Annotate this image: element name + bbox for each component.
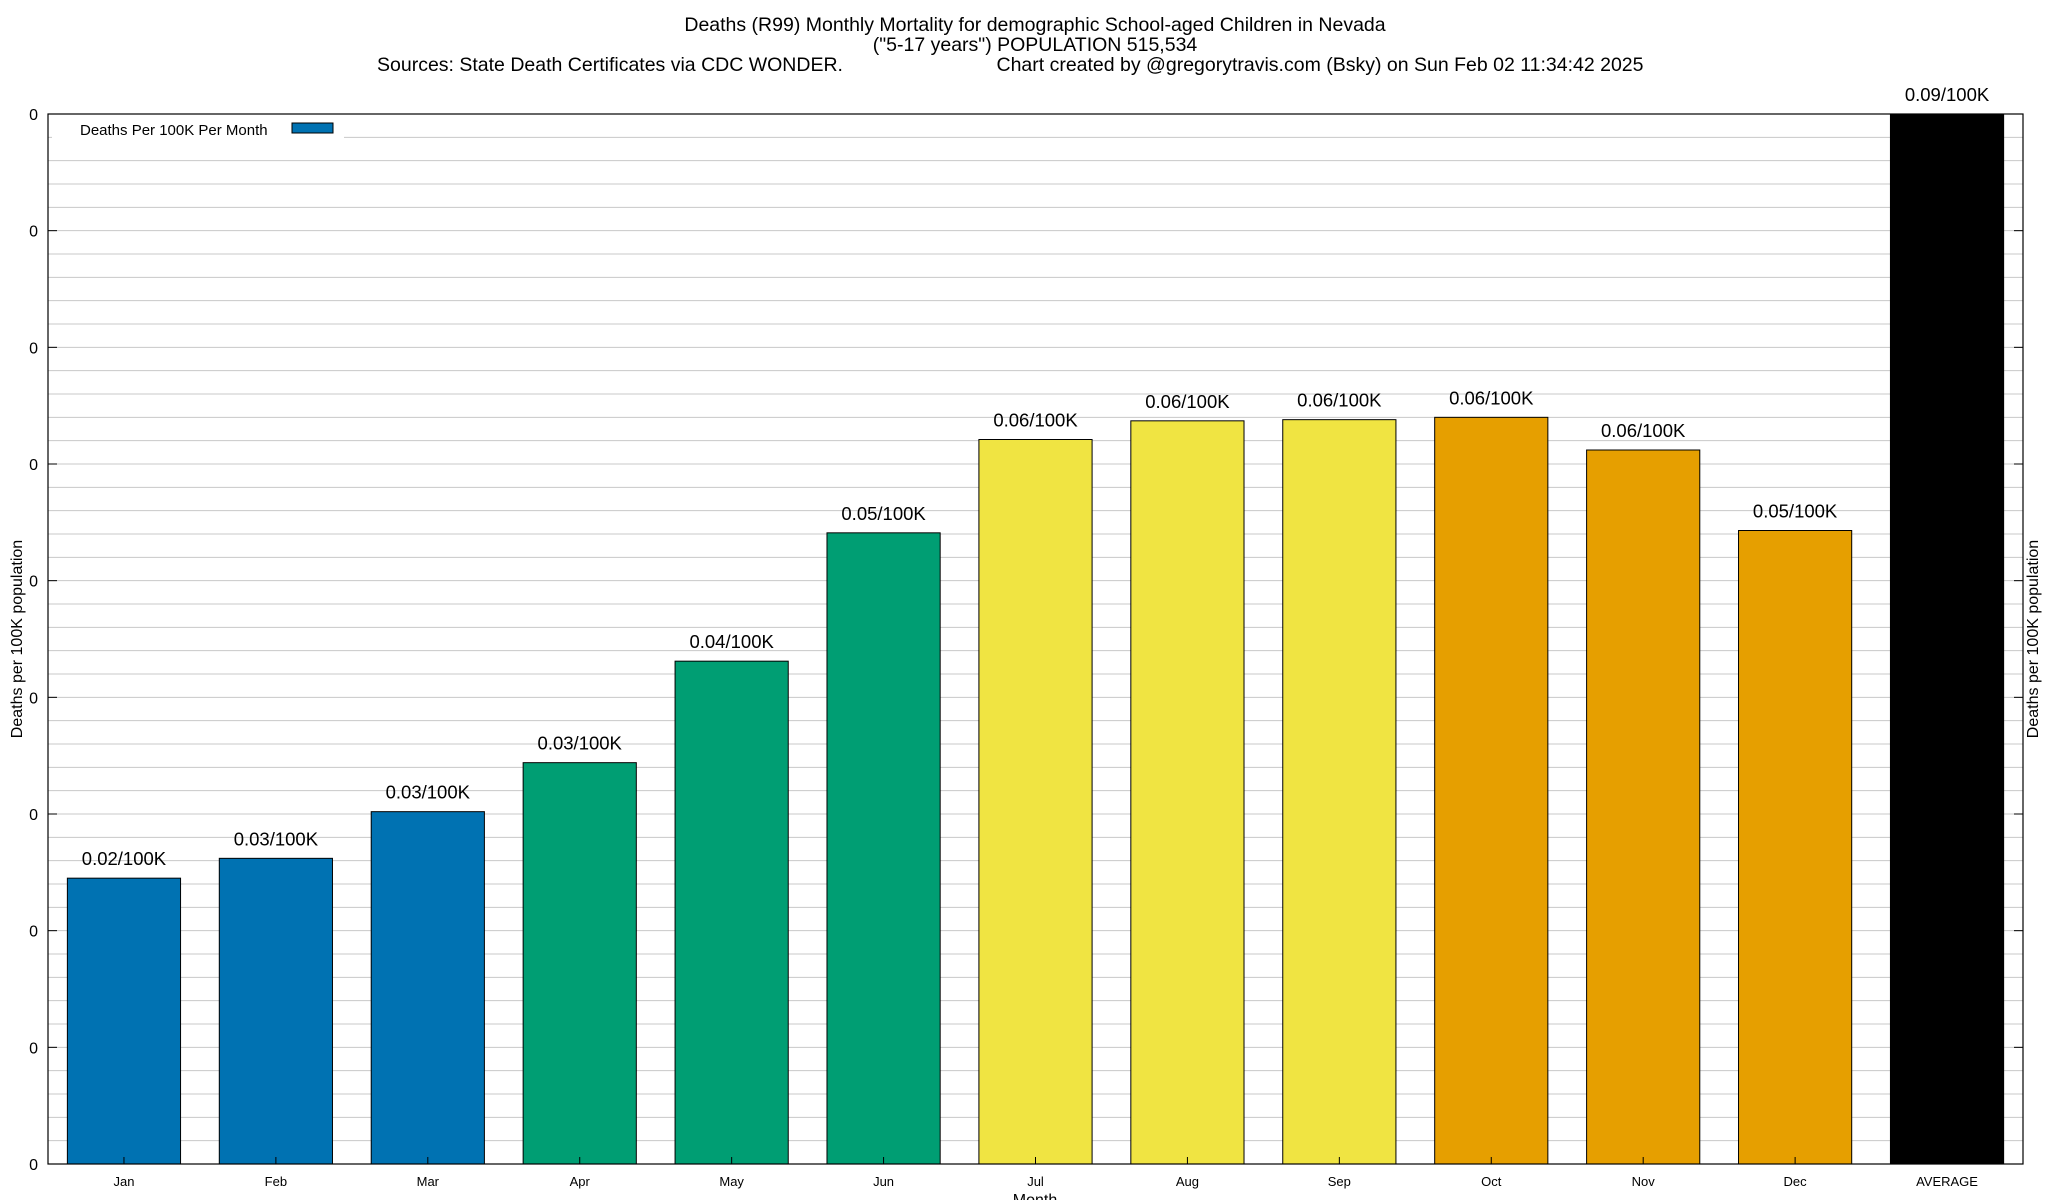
x-tick-label-oct: Oct xyxy=(1481,1174,1502,1189)
y-tick-label: 0 xyxy=(29,224,38,241)
y-tick-label: 0 xyxy=(29,807,38,824)
data-labels: 0.02/100K 0.03/100K 0.03/100K 0.03/100K 0.04… xyxy=(82,84,1990,869)
x-tick-label-aug: Aug xyxy=(1176,1174,1199,1189)
bar-mar xyxy=(370,811,485,1165)
x-axis-label: Month xyxy=(1013,1192,1057,1200)
y-tick-label: 0 xyxy=(29,1157,38,1174)
x-tick-label-jul: Jul xyxy=(1027,1174,1044,1189)
bar-dec xyxy=(1738,530,1853,1165)
x-tick-label-nov: Nov xyxy=(1632,1174,1656,1189)
bar-aug xyxy=(1130,420,1245,1165)
bar-jun xyxy=(826,532,941,1165)
chart-subtitle: ("5-17 years") POPULATION 515,534 xyxy=(873,34,1198,56)
data-label-jun: 0.05/100K xyxy=(841,503,926,524)
chart-credit: Chart created by @gregorytravis.com (Bsk… xyxy=(996,54,1643,76)
chart-title: Deaths (R99) Monthly Mortality for demog… xyxy=(684,14,1385,36)
x-tick-label-dec: Dec xyxy=(1784,1174,1808,1189)
y-tick-label: 0 xyxy=(29,1040,38,1057)
bar-may xyxy=(674,660,789,1165)
y-tick-label: 0 xyxy=(29,574,38,591)
x-tick-label-average: AVERAGE xyxy=(1916,1174,1978,1189)
x-tick-label-feb: Feb xyxy=(265,1174,287,1189)
bar-nov xyxy=(1586,449,1701,1165)
x-tick-label-apr: Apr xyxy=(570,1174,591,1189)
x-tick-label-may: May xyxy=(719,1174,744,1189)
bar-sep xyxy=(1282,419,1397,1165)
chart-sources: Sources: State Death Certificates via CD… xyxy=(377,54,843,76)
y-axis-ticks: 0 0 0 0 0 0 0 0 0 0 xyxy=(29,107,2023,1174)
data-label-jan: 0.02/100K xyxy=(82,848,167,869)
data-label-apr: 0.03/100K xyxy=(538,733,623,754)
legend: Deaths Per 100K Per Month xyxy=(52,116,344,144)
x-tick-label-jun: Jun xyxy=(873,1174,894,1189)
legend-label: Deaths Per 100K Per Month xyxy=(80,122,268,139)
x-tick-label-jan: Jan xyxy=(113,1174,134,1189)
bar-oct xyxy=(1434,416,1549,1165)
data-label-dec: 0.05/100K xyxy=(1753,501,1838,522)
x-tick-label-sep: Sep xyxy=(1328,1174,1351,1189)
bar-apr xyxy=(522,762,637,1165)
y-axis-label-left: Deaths per 100K population xyxy=(9,540,26,738)
bars xyxy=(66,113,2005,1165)
y-tick-label: 0 xyxy=(29,340,38,357)
bar-average xyxy=(1889,113,2005,1165)
data-label-aug: 0.06/100K xyxy=(1145,391,1230,412)
bar-jul xyxy=(978,439,1093,1165)
x-axis-labels: Jan Feb Mar Apr May Jun Jul Aug Sep Oct Nov Dec AVER… xyxy=(113,1157,1978,1189)
y-tick-label: 0 xyxy=(29,457,38,474)
y-tick-label: 0 xyxy=(29,924,38,941)
y-tick-label: 0 xyxy=(29,107,38,124)
data-label-oct: 0.06/100K xyxy=(1449,387,1534,408)
x-tick-label-mar: Mar xyxy=(417,1174,440,1189)
y-axis-label-right: Deaths per 100K population xyxy=(2025,540,2042,738)
legend-swatch xyxy=(291,122,334,134)
bar-jan xyxy=(66,877,182,1165)
data-label-may: 0.04/100K xyxy=(689,631,774,652)
bar-feb xyxy=(218,857,333,1165)
data-label-feb: 0.03/100K xyxy=(234,828,319,849)
data-label-average: 0.09/100K xyxy=(1905,84,1990,105)
plot-frame xyxy=(47,113,2024,1165)
data-label-sep: 0.06/100K xyxy=(1297,390,1382,411)
y-tick-label: 0 xyxy=(29,690,38,707)
data-label-jul: 0.06/100K xyxy=(993,410,1078,431)
data-label-nov: 0.06/100K xyxy=(1601,420,1686,441)
data-label-mar: 0.03/100K xyxy=(386,782,471,803)
